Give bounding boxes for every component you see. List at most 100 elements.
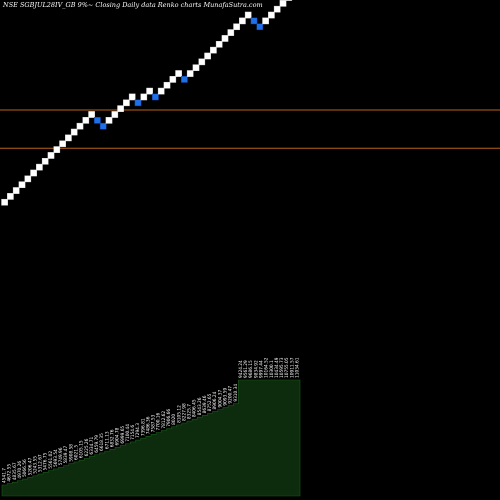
volume-label: 6225.26 <box>84 438 90 456</box>
chart-title: NSE SGBJUL28IV_GB 9%~ Closing Daily data… <box>3 1 263 9</box>
volume-label: 6711.13 <box>104 431 110 449</box>
renko-brick-up <box>30 169 37 177</box>
volume-labels: 4541.7 4672.55 4835.67 4970.26 5066.56 5206.4… <box>2 357 301 483</box>
volume-label: 9200.47 <box>228 386 234 404</box>
renko-brick-up <box>123 99 130 107</box>
volume-label: 7396.81 <box>140 418 146 436</box>
volume-label: 9686.15 <box>248 360 254 378</box>
renko-brick-up <box>53 146 61 153</box>
volume-label: 6021.5 <box>74 445 80 460</box>
renko-brick-up <box>59 140 66 148</box>
volume-label: 6904.78 <box>115 427 121 445</box>
volume-label: 9424.24 <box>238 360 244 378</box>
volume-label: 5749.96 <box>58 447 64 465</box>
renko-brick-up <box>7 193 14 200</box>
renko-brick-up <box>273 5 281 13</box>
renko-brick-up <box>47 152 55 159</box>
renko-brick-up <box>279 0 287 7</box>
renko-brick-up <box>65 134 72 142</box>
volume-label: 8105.12 <box>176 405 182 423</box>
volume-label: 8639.46 <box>202 395 208 413</box>
renko-brick-up <box>239 17 246 25</box>
volume-label: 7587.53 <box>151 414 157 432</box>
renko-brick-down <box>181 76 188 83</box>
volume-label: 7812.62 <box>161 411 167 429</box>
renko-brick-up <box>18 181 26 189</box>
volume-label: 10300.1 <box>269 360 275 378</box>
volume-label: 5561.02 <box>48 451 54 469</box>
volume-label: 7486.36 <box>145 416 151 434</box>
volume-label: 6334.71 <box>89 437 95 455</box>
volume-fill <box>1 379 301 497</box>
renko-brick-up <box>70 128 78 136</box>
volume-label: 9093.59 <box>223 388 229 406</box>
volume-label: 7154.6 <box>130 425 136 440</box>
volume-label: 6999.65 <box>120 426 126 444</box>
renko-brick-up <box>146 87 153 95</box>
volume-label: 8752.65 <box>207 393 213 411</box>
volume-label: 10755.05 <box>284 357 290 378</box>
renko-brick-down <box>152 93 159 101</box>
volume-label: 9997.44 <box>258 360 264 378</box>
volume-label: 8543.26 <box>197 397 203 415</box>
renko-brick-up <box>117 105 124 112</box>
renko-brick-up <box>175 70 182 77</box>
renko-brick-up <box>163 81 171 89</box>
volume-label: 5839.47 <box>63 445 69 463</box>
volume-label: 8227.98 <box>181 403 187 421</box>
renko-brick-up <box>157 87 165 95</box>
renko-brick-up <box>186 70 194 77</box>
renko-brick-down <box>250 17 258 25</box>
renko-brick-up <box>285 0 293 1</box>
renko-brick-up <box>233 23 240 31</box>
renko-brick-up <box>204 52 211 60</box>
renko-brick-up <box>105 117 113 124</box>
renko-brick-up <box>88 111 95 118</box>
renko-brick-up <box>244 11 252 19</box>
volume-label: 10911.57 <box>289 357 295 378</box>
volume-area <box>1 379 301 497</box>
renko-brick-up <box>128 93 136 101</box>
volume-label: 4541.7 <box>2 468 8 483</box>
volume-label: 7100.44 <box>125 424 131 442</box>
renko-brick-up <box>227 29 235 36</box>
volume-label: 4970.26 <box>17 461 23 479</box>
volume-label: 8325.7 <box>187 404 193 419</box>
renko-brick-up <box>36 163 43 171</box>
volume-label: 8020 <box>171 414 177 425</box>
renko-brick-up <box>198 58 206 66</box>
volume-label: 4835.67 <box>12 462 18 480</box>
volume-label: 7294.3 <box>135 423 141 438</box>
renko-brick-up <box>210 46 217 54</box>
renko-brick-down <box>134 99 142 107</box>
volume-label: 6832.76 <box>109 429 115 447</box>
reference-lines <box>0 109 500 149</box>
renko-brick-up <box>41 157 49 165</box>
volume-label: 10434.49 <box>274 357 280 378</box>
volume-label: 6618.35 <box>99 433 105 451</box>
renko-brick-up <box>262 17 269 25</box>
volume-label: 6459.79 <box>94 435 100 453</box>
renko-brick-up <box>76 122 84 130</box>
volume-label: 9834.92 <box>253 360 259 378</box>
renko-brick-up <box>140 93 148 101</box>
volume-label: 5693.54 <box>53 449 59 467</box>
renko-bricks <box>1 0 293 206</box>
renko-brick-up <box>12 187 20 194</box>
volume-label: 5066.56 <box>22 459 28 477</box>
volume-label: 7906.66 <box>166 409 172 427</box>
renko-brick-down <box>99 122 107 130</box>
volume-label: 7700.16 <box>156 412 162 430</box>
volume-label: 11034.61 <box>294 357 300 378</box>
volume-label: 5206.47 <box>27 457 33 475</box>
renko-brick-up <box>111 111 119 118</box>
volume-label: 9561.29 <box>243 360 249 378</box>
volume-label: 8406.45 <box>192 399 198 417</box>
renko-brick-up <box>268 11 275 19</box>
volume-label: 9004.37 <box>217 389 223 407</box>
volume-label: 5243.55 <box>32 456 38 474</box>
volume-label: 9310.34 <box>233 384 239 402</box>
renko-brick-up <box>215 41 223 48</box>
volume-label: 5476.75 <box>43 452 49 470</box>
